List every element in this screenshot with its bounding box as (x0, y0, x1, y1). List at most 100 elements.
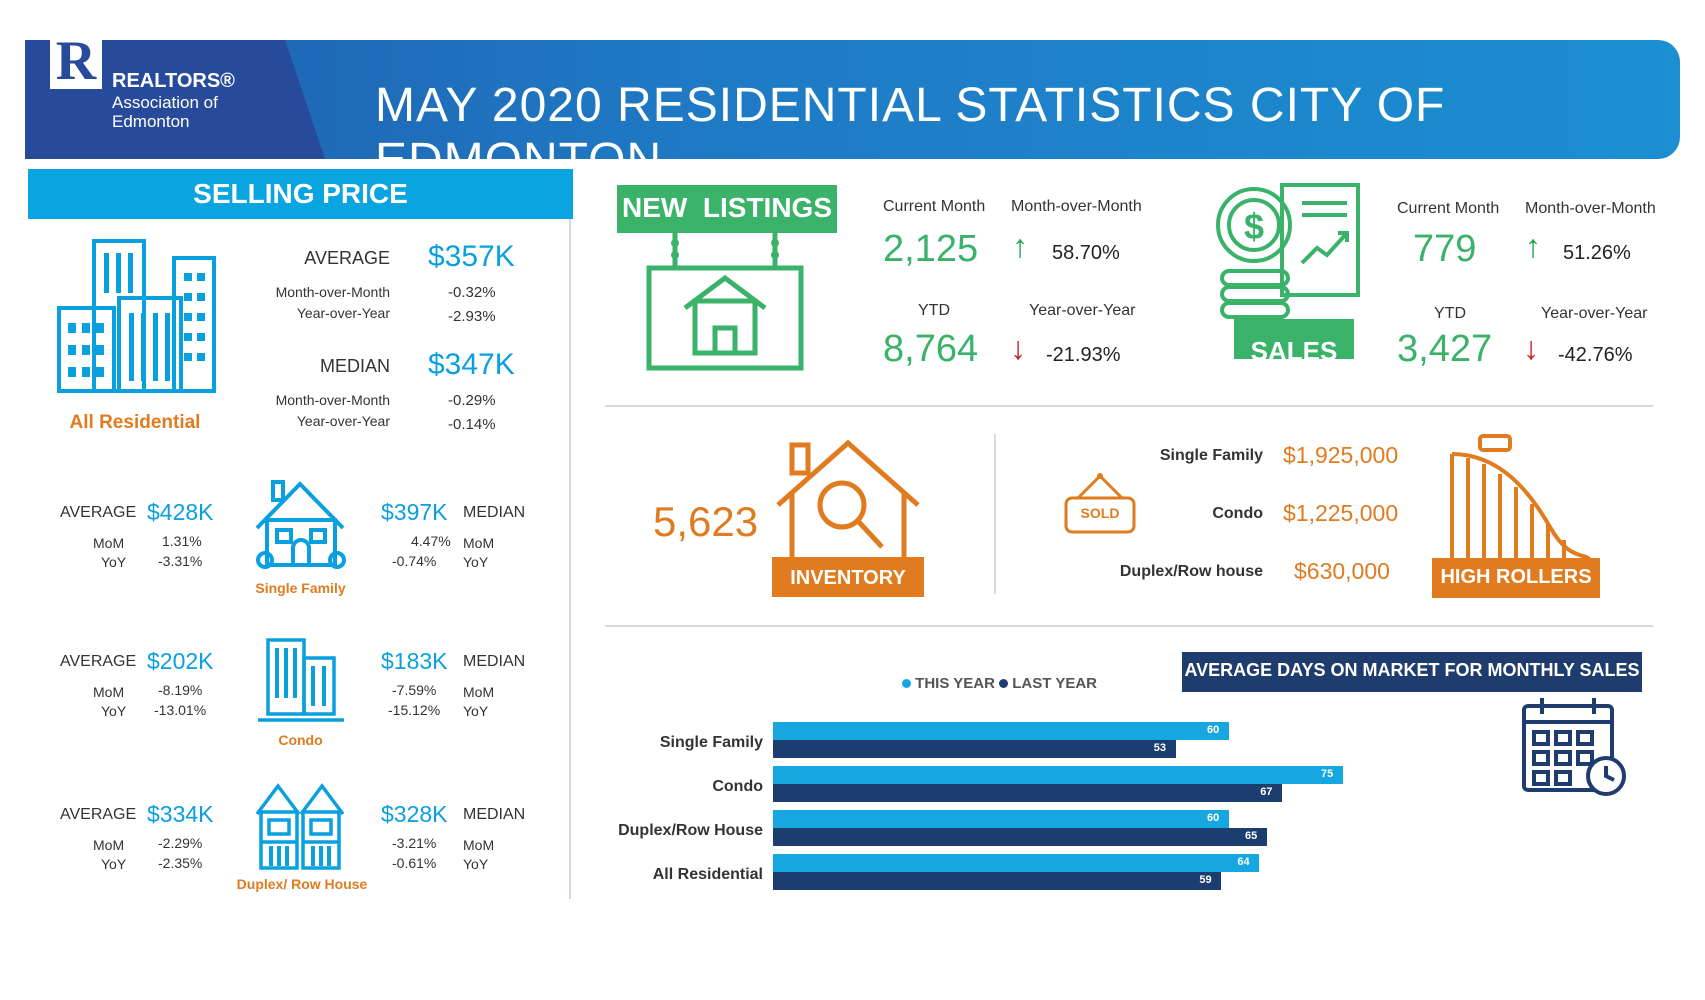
dom-legend: THIS YEAR LAST YEAR (902, 675, 1097, 692)
sales-ytd-value: 3,427 (1397, 328, 1493, 370)
condo-avg-label: AVERAGE (60, 653, 137, 670)
condo-building-icon (258, 638, 344, 722)
inventory-divider (994, 434, 996, 594)
dom-bar-last-year (773, 740, 1176, 758)
nl-ytd-label: YTD (918, 302, 950, 319)
down-arrow-icon: ↓ (1523, 330, 1539, 366)
sales-current-month-label: Current Month (1397, 200, 1500, 217)
duplex-med-mom-label: MoM (463, 837, 495, 853)
duplex-med-yoy-label: YoY (463, 856, 489, 872)
hr-condo-label: Condo (1212, 505, 1263, 522)
dom-bar-chart: Single Family 60 53 Condo 75 67 Duplex/Row Hou… (560, 715, 1360, 905)
roller-coaster-icon (1432, 434, 1600, 598)
legend-last-year-dot (999, 679, 1009, 688)
new-listings-title: NEW LISTINGS (622, 192, 832, 223)
duplex-avg-mom: -2.29% (158, 835, 203, 851)
calendar-clock-icon (1522, 698, 1626, 796)
apartment-buildings-icon (57, 239, 216, 393)
sf-label: Single Family (255, 580, 346, 596)
duplex-avg-yoy: -2.35% (158, 855, 203, 871)
condo-mom-label: MoM (93, 684, 125, 700)
dom-bar-value: 64 (1237, 856, 1250, 868)
duplex-avg-label: AVERAGE (60, 806, 137, 823)
nl-current-month-value: 2,125 (883, 228, 979, 270)
all-avg-yoy: -2.93% (448, 308, 496, 325)
dom-bar-value: 67 (1260, 786, 1273, 798)
inventory-title: INVENTORY (790, 567, 906, 589)
realtors-logo-letter: R (55, 30, 97, 92)
condo-avg-mom: -8.19% (158, 682, 203, 698)
hr-condo-value: $1,225,000 (1283, 500, 1399, 526)
dom-title-bar (1182, 652, 1642, 692)
realtors-logo-box (50, 33, 102, 89)
high-rollers-title: HIGH ROLLERS (1440, 566, 1592, 588)
sales-coins-icon: $ (1216, 183, 1360, 359)
dom-bar-value: 60 (1207, 724, 1220, 736)
condo-avg-value: $202K (147, 648, 214, 674)
all-med-mom-label: Month-over-Month (275, 392, 390, 408)
selling-price-title: SELLING PRICE (193, 178, 408, 209)
sf-mom-label: MoM (93, 535, 125, 551)
condo-yoy-label: YoY (101, 703, 127, 719)
logo-text-line3: Edmonton (112, 112, 190, 131)
nl-yoy-value: -21.93% (1046, 344, 1121, 366)
all-avg-mom: -0.32% (448, 284, 496, 301)
sales-yoy-value: -42.76% (1558, 344, 1633, 366)
up-arrow-icon: ↑ (1525, 228, 1541, 264)
sales-current-month-value: 779 (1413, 228, 1477, 270)
duplex-label: Duplex/ Row House (236, 876, 368, 892)
legend-this-year-dot (902, 679, 911, 688)
duplex-med-yoy: -0.61% (392, 855, 437, 871)
selling-price-divider (569, 219, 571, 899)
all-avg-yoy-label: Year-over-Year (296, 305, 390, 321)
condo-med-mom-label: MoM (463, 684, 495, 700)
sf-med-yoy-label: YoY (463, 554, 489, 570)
section-divider (605, 625, 1653, 627)
dom-bar-value: 65 (1245, 830, 1258, 842)
condo-avg-yoy: -13.01% (154, 702, 207, 718)
dom-bar-this-year (773, 722, 1229, 740)
legend-this-year: THIS YEAR (915, 675, 995, 692)
house-search-icon (772, 439, 924, 597)
condo-med-yoy: -15.12% (388, 702, 441, 718)
dom-title: AVERAGE DAYS ON MARKET FOR MONTHLY SALES (1184, 660, 1640, 680)
all-med-yoy: -0.14% (448, 416, 496, 433)
dom-bar-last-year (773, 784, 1283, 802)
selling-price-bar (28, 169, 573, 219)
condo-med-label: MEDIAN (463, 653, 526, 670)
duplex-med-mom: -3.21% (392, 835, 437, 851)
section-divider (605, 405, 1653, 407)
sf-med-mom-label: MoM (463, 535, 495, 551)
sold-sign-text: SOLD (1080, 505, 1120, 521)
all-avg-value: $357K (428, 240, 515, 273)
sales-yoy-label: Year-over-Year (1541, 305, 1648, 322)
sf-yoy-label: YoY (101, 554, 127, 570)
sales-ytd-label: YTD (1434, 305, 1466, 322)
sales-title: SALES (1250, 336, 1338, 366)
hr-duplex-label: Duplex/Row house (1119, 563, 1263, 580)
svg-text:$: $ (1244, 206, 1264, 247)
sf-med-yoy: -0.74% (392, 553, 437, 569)
dom-category-label: Single Family (659, 734, 763, 751)
dom-bar-value: 53 (1153, 742, 1167, 754)
duplex-avg-value: $334K (147, 801, 214, 827)
sales-mom-label: Month-over-Month (1525, 200, 1656, 217)
sf-med-mom: 4.47% (411, 533, 451, 549)
dom-category-label: Duplex/Row House (618, 822, 763, 839)
condo-med-mom: -7.59% (392, 682, 437, 698)
sold-sign-icon (1064, 473, 1136, 534)
all-avg-mom-label: Month-over-Month (275, 284, 390, 300)
dom-bar-this-year (773, 766, 1343, 784)
all-residential-label: All Residential (69, 412, 201, 433)
hr-sf-value: $1,925,000 (1283, 442, 1399, 468)
sf-avg-mom: 1.31% (162, 533, 202, 549)
all-avg-label: AVERAGE (304, 248, 390, 268)
sf-avg-yoy: -3.31% (158, 553, 203, 569)
sales-mom-value: 51.26% (1563, 242, 1631, 264)
sf-avg-value: $428K (147, 499, 214, 525)
nl-mom-label: Month-over-Month (1011, 198, 1142, 215)
duplex-yoy-label: YoY (101, 856, 127, 872)
duplex-med-label: MEDIAN (463, 806, 526, 823)
nl-current-month-label: Current Month (883, 198, 986, 215)
dom-bar-this-year (773, 854, 1260, 872)
